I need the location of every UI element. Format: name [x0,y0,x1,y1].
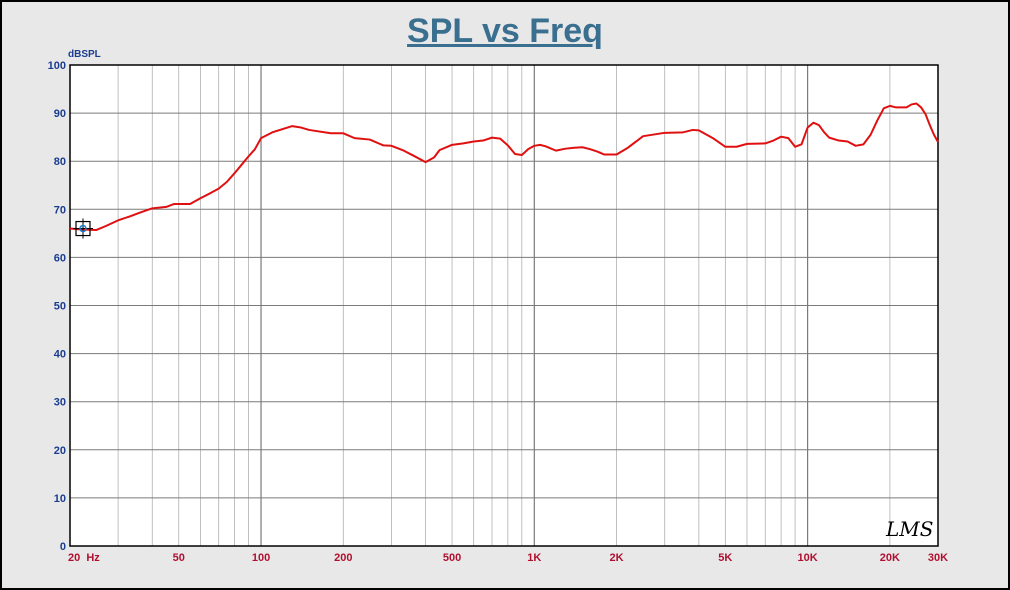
cursor-marker-dot [79,224,87,233]
y-tick-label: 10 [54,493,66,505]
x-tick-label: 1K [527,552,541,564]
series-line [69,102,939,231]
x-tick-label: 200 [334,552,352,564]
x-tick-label: 100 [252,552,270,564]
x-tick-label: 20 Hz [68,552,100,564]
plot-border [69,64,939,547]
x-tick-label: 30K [928,552,948,564]
y-tick-label: 50 [54,301,66,313]
x-tick-label: 2K [610,552,624,564]
y-tick-label: 0 [60,541,66,553]
y-tick-label: 20 [54,445,66,457]
x-tick-label: 5K [718,552,732,564]
y-tick-label: 70 [54,204,66,216]
y-tick-label: 80 [54,156,66,168]
y-tick-label: 30 [54,397,66,409]
x-tick-label: 20K [880,552,900,564]
y-tick-label: 100 [48,60,66,72]
lms-watermark: LMS [885,517,933,541]
x-tick-label: 10K [798,552,818,564]
y-axis-label: dBSPL [68,49,101,60]
x-tick-label: 50 [173,552,185,564]
y-tick-label: 90 [54,108,66,120]
y-tick-label: 60 [54,252,66,264]
x-tick-label: 500 [443,552,461,564]
y-tick-label: 40 [54,349,66,361]
chart-title: SPL vs Freq [407,12,603,50]
